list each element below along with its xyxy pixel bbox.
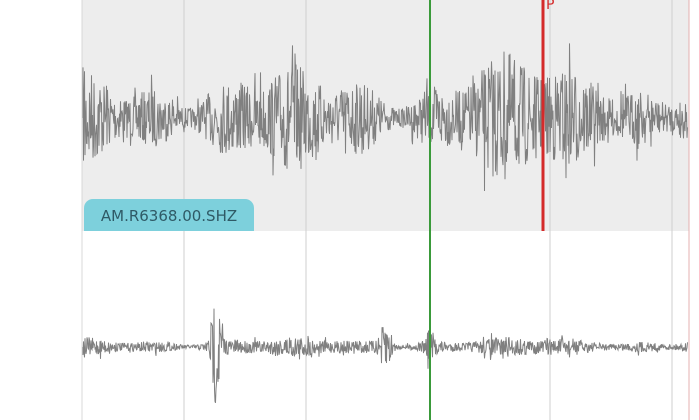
station-label[interactable]: AM.R6368.00.SHZ — [84, 199, 254, 231]
waveform-trace-2[interactable] — [83, 309, 688, 403]
p-pick-label: P — [546, 0, 554, 13]
